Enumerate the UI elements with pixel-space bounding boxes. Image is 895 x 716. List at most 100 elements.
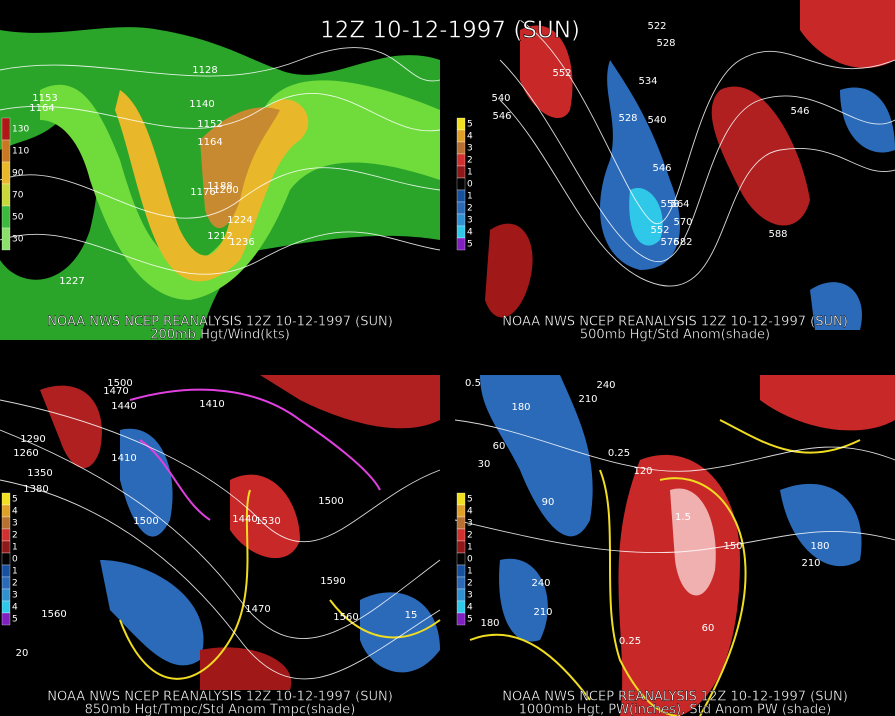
caption: NOAA NWS NCEP REANALYSIS 12Z 10-12-1997 … [47,315,393,330]
legend-label: 1 [467,567,473,577]
panel-1000mb [454,375,895,716]
contour-label: 1500 [318,496,343,507]
contour-label: 1212 [207,231,232,242]
contour-label: 1560 [41,609,66,620]
contour-label: 1350 [27,468,52,479]
contour-label: 552 [552,68,571,79]
legend-label: 0 [12,555,18,565]
contour-label: 1164 [29,103,54,114]
legend-swatch [456,117,466,131]
subcaption: 850mb Hgt/Tmpc/Std Anom Tmpc(shade) [85,703,356,716]
caption: NOAA NWS NCEP REANALYSIS 12Z 10-12-1997 … [502,690,848,705]
contour-label: 150 [723,541,742,552]
legend-swatch [1,227,11,251]
legend-label: 3 [12,519,18,529]
legend-swatch [1,139,11,163]
legend-swatch [1,117,11,141]
legend-label: 5 [467,615,473,625]
legend-label: 90 [12,169,24,179]
legend-swatch [456,165,466,179]
legend-swatch [1,540,11,554]
legend-label: 110 [12,147,29,157]
legend-label: 5 [467,495,473,505]
contour-label: 1236 [229,237,254,248]
contour-label: 546 [492,111,511,122]
legend-swatch [456,576,466,590]
panel-850mb [0,375,441,716]
contour-label: 60 [702,623,715,634]
legend-label: 50 [12,213,24,223]
legend-swatch [1,516,11,530]
contour-label: 522 [647,21,666,32]
legend-label: 30 [12,235,24,245]
caption: NOAA NWS NCEP REANALYSIS 12Z 10-12-1997 … [47,690,393,705]
legend-swatch [456,492,466,506]
contour-label: 534 [638,76,657,87]
contour-label: 1560 [333,612,358,623]
contour-label: 564 [670,199,689,210]
legend-label: 4 [467,603,473,613]
legend-label: 130 [12,125,29,135]
legend-label: 5 [467,240,473,250]
legend-swatch [1,183,11,207]
contour-label: 546 [790,106,809,117]
contour-label: 1164 [197,137,222,148]
contour-label: 1440 [111,401,136,412]
panel-200mb [0,0,441,340]
legend-label: 2 [467,204,473,214]
contour-label: 1500 [133,516,158,527]
contour-label: 1470 [245,604,270,615]
contour-label: 546 [652,163,671,174]
legend-label: 1 [12,567,18,577]
legend-swatch [1,552,11,566]
legend-swatch [1,504,11,518]
contour-label: 1153 [32,93,57,104]
caption: NOAA NWS NCEP REANALYSIS 12Z 10-12-1997 … [502,315,848,330]
legend-label: 2 [12,531,18,541]
contour-label: 582 [673,237,692,248]
contour-label: 1470 [103,386,128,397]
contour-label: 1260 [13,448,38,459]
contour-label: 30 [478,459,491,470]
legend-swatch [456,189,466,203]
legend-swatch [456,213,466,227]
contour-label: 1440 [232,514,257,525]
legend-swatch [456,564,466,578]
contour-label: 1140 [189,99,214,110]
legend-label: 3 [467,144,473,154]
contour-label: 588 [768,229,787,240]
legend-swatch [1,600,11,614]
legend-swatch [1,564,11,578]
legend-swatch [456,177,466,191]
legend-swatch [456,552,466,566]
contour-label: 1410 [111,453,136,464]
legend-label: 5 [12,495,18,505]
contour-label: 180 [810,541,829,552]
legend-label: 5 [467,120,473,130]
subcaption: 1000mb Hgt, PW(inches), Std Anom PW (sha… [519,703,831,716]
contour-label: 1188 [207,181,232,192]
legend-label: 1 [12,543,18,553]
contour-label: 1200 [213,185,238,196]
contour-label: 540 [647,115,666,126]
legend-swatch [456,600,466,614]
legend-swatch [456,201,466,215]
contour-label: 90 [542,497,555,508]
contour-label: 0.25 [608,448,630,459]
contour-label: 1227 [59,276,84,287]
legend-swatch [456,225,466,239]
legend-swatch [456,504,466,518]
contour-label: 180 [511,402,530,413]
contour-label: 1152 [197,119,222,130]
legend-label: 3 [467,216,473,226]
legend-label: 0 [467,555,473,565]
main-title: 12Z 10-12-1997 (SUN) [320,18,580,44]
legend-swatch [456,129,466,143]
legend-swatch [456,516,466,530]
legend-swatch [456,153,466,167]
contour-label: 120 [633,466,652,477]
legend-swatch [1,528,11,542]
contour-label: 1128 [192,65,217,76]
contour-label: 528 [656,38,675,49]
